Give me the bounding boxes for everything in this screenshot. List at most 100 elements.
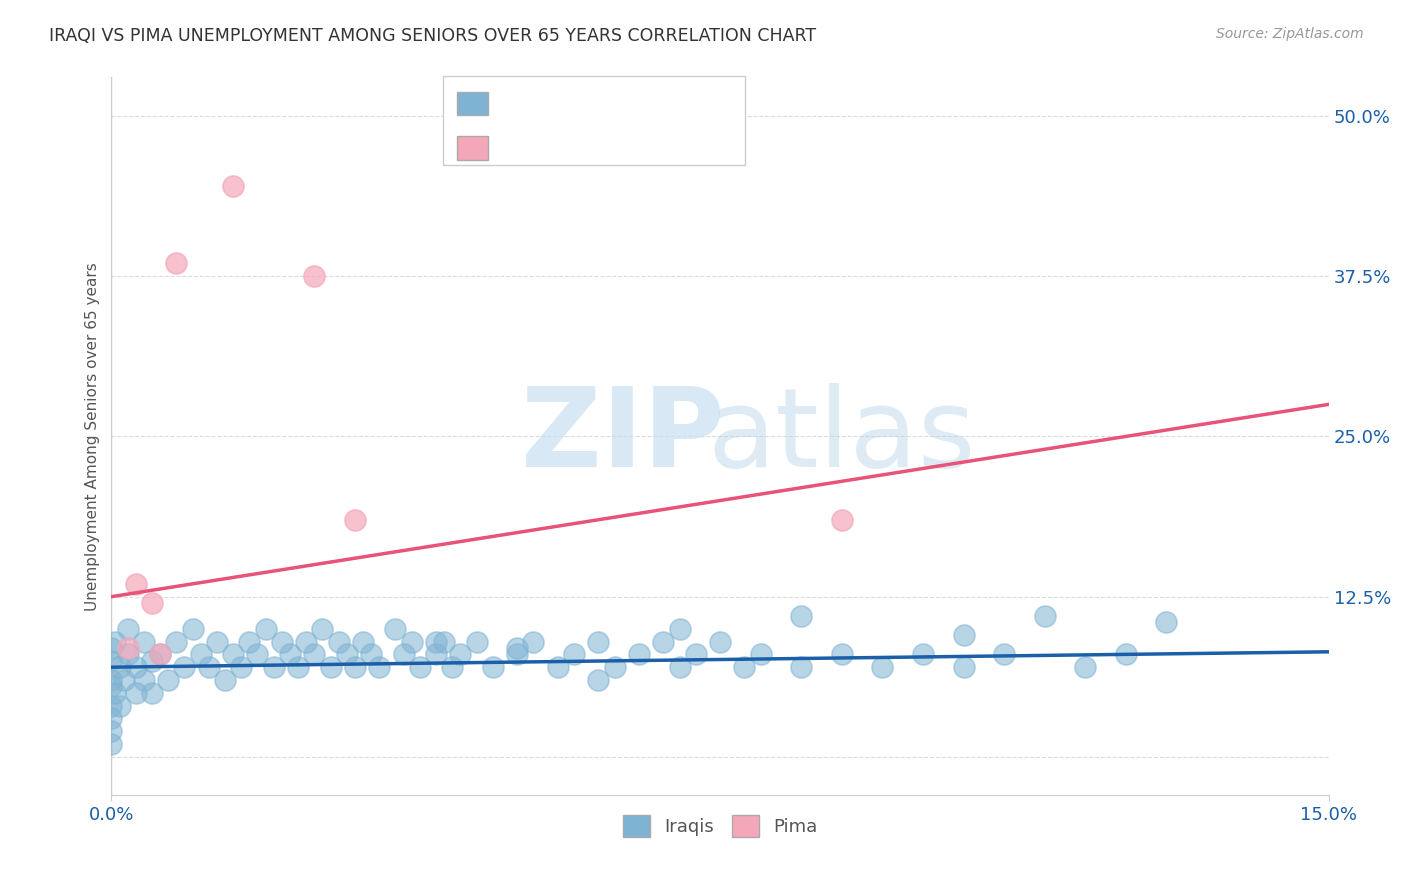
Point [205,634,228,648]
Point [952,660,974,674]
Point [343,513,366,527]
Point [392,648,415,662]
Point [336,648,359,662]
Legend: Iraqis, Pima: Iraqis, Pima [616,807,825,844]
Point [104,686,127,700]
Point [254,622,277,636]
Point [749,648,772,662]
Point [425,648,447,662]
Point [141,596,163,610]
Point [117,648,139,662]
Point [368,660,391,674]
Point [100,640,122,655]
Point [100,673,122,687]
Point [588,673,610,687]
Point [100,680,122,694]
Point [506,640,529,655]
Point [108,660,131,674]
Point [401,634,423,648]
Point [831,513,853,527]
Point [222,179,245,194]
Point [343,660,366,674]
Point [117,622,139,636]
Point [125,686,148,700]
Point [441,660,464,674]
Point [733,660,755,674]
Point [482,660,505,674]
Point [270,634,292,648]
Point [100,698,122,713]
Point [108,698,131,713]
Point [214,673,236,687]
Point [125,577,148,591]
Point [522,634,544,648]
Point [238,634,260,648]
Point [506,648,529,662]
Point [409,660,432,674]
Point [449,648,471,662]
Point [1115,648,1137,662]
Text: ZIP: ZIP [522,383,724,490]
Point [668,660,690,674]
Point [100,737,122,751]
Point [149,648,172,662]
Point [352,634,374,648]
Text: Source: ZipAtlas.com: Source: ZipAtlas.com [1216,27,1364,41]
Point [831,648,853,662]
Point [141,686,163,700]
Point [360,648,382,662]
Point [562,648,585,662]
Point [1074,660,1097,674]
Text: IRAQI VS PIMA UNEMPLOYMENT AMONG SENIORS OVER 65 YEARS CORRELATION CHART: IRAQI VS PIMA UNEMPLOYMENT AMONG SENIORS… [49,27,817,45]
Point [319,660,342,674]
Point [547,660,569,674]
Point [304,648,326,662]
Point [132,634,155,648]
Point [231,660,253,674]
Point [685,648,707,662]
Point [790,660,813,674]
Point [603,660,626,674]
Point [668,622,690,636]
Point [709,634,731,648]
Point [911,648,934,662]
Point [425,634,447,648]
Point [952,628,974,642]
Point [132,673,155,687]
Point [1156,615,1178,630]
Point [384,622,406,636]
Point [125,660,148,674]
Point [190,648,212,662]
Point [222,648,245,662]
Point [588,634,610,648]
Point [149,648,172,662]
Point [181,622,204,636]
Text: atlas: atlas [707,383,976,490]
Point [117,640,139,655]
Text: R = 0.079   N = 88: R = 0.079 N = 88 [496,95,681,112]
Point [246,648,269,662]
Y-axis label: Unemployment Among Seniors over 65 years: Unemployment Among Seniors over 65 years [86,262,100,611]
Point [100,711,122,725]
Point [790,608,813,623]
Point [1033,608,1056,623]
Point [311,622,333,636]
Point [104,634,127,648]
Point [173,660,195,674]
Point [100,654,122,668]
Point [287,660,309,674]
Point [141,654,163,668]
Point [165,256,187,270]
Point [112,673,135,687]
Point [295,634,318,648]
Point [652,634,675,648]
Point [465,634,488,648]
Point [263,660,285,674]
Text: R = 0.253   N =  9: R = 0.253 N = 9 [496,139,675,157]
Point [627,648,650,662]
Point [872,660,894,674]
Point [198,660,221,674]
Point [157,673,180,687]
Point [433,634,456,648]
Point [100,724,122,739]
